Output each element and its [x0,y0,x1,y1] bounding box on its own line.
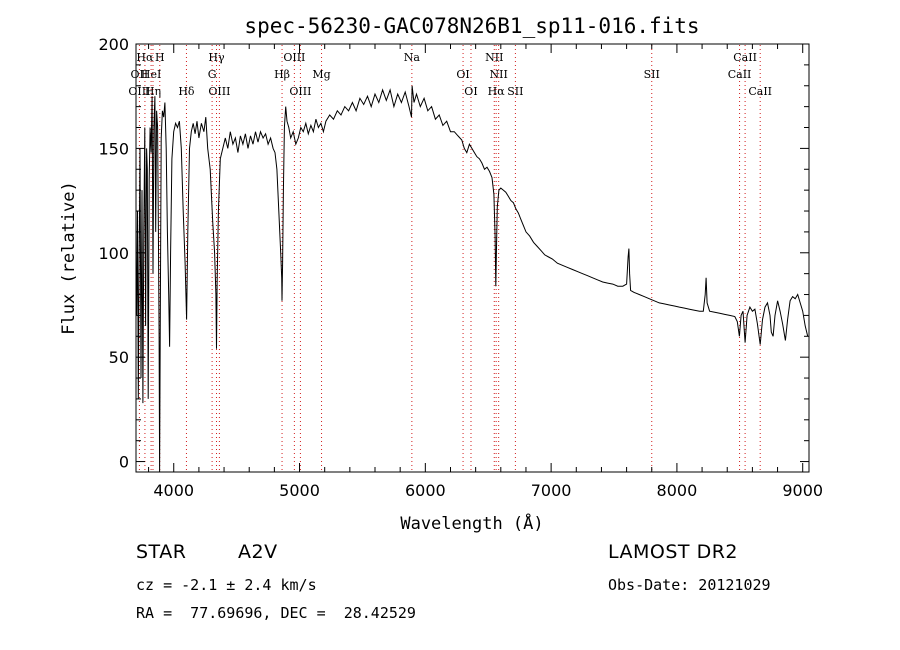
plot-frame [135,43,810,473]
line-marker-label: Hγ [208,51,225,64]
redshift-value: cz = -2.1 ± 2.4 km/s [136,576,317,594]
survey-name: LAMOST DR2 [608,541,738,563]
y-tick-label: 50 [109,348,129,367]
y-tick-label: 0 [119,453,129,472]
line-marker-label: CaII [748,85,772,98]
y-tick-label: 200 [98,35,129,54]
line-marker-label: OIII [283,51,305,64]
x-tick-label: 4000 [153,481,194,500]
line-marker-label: CaII [733,51,757,64]
line-marker-label: OIII [208,85,230,98]
chart-title: spec-56230-GAC078N26B1_sp11-016.fits [244,14,699,38]
line-marker-label: NII [490,68,508,81]
line-marker-label: OIII [289,85,311,98]
x-tick-label: 5000 [279,481,320,500]
x-tick-label: 6000 [405,481,446,500]
line-markers [138,45,761,471]
line-marker-label: OII [131,68,149,81]
line-marker-label: OI [464,85,477,98]
x-tick-label: 9000 [782,481,823,500]
line-marker-label: OIII [128,85,150,98]
line-marker-label: CaII [728,68,752,81]
coordinates: RA = 77.69696, DEC = 28.42529 [136,604,416,622]
line-marker-label: Mg [312,68,330,81]
obs-date: Obs-Date: 20121029 [608,576,771,594]
line-marker-label: SII [644,68,660,81]
x-axis-label: Wavelength (Å) [400,512,543,534]
line-marker-label: Hβ [274,68,290,81]
line-marker-label: HeI [141,68,161,81]
axis-ticks: 4000 5000 6000 7000 8000 9000 0 50 100 150 200 [98,35,823,500]
line-marker-label: Hα [488,85,506,98]
object-class: STAR [136,541,187,563]
x-tick-label: 7000 [531,481,572,500]
object-subclass: A2V [238,541,278,563]
spectrum-line [136,85,809,473]
line-marker-label: Hδ [178,85,195,98]
line-marker-label: SII [507,85,523,98]
line-marker-label: Na [404,51,421,64]
line-marker-label: Hη [145,85,161,98]
line-marker-label: NII [485,51,503,64]
line-marker-label: Hα [136,51,154,64]
y-axis-label: Flux (relative) [59,181,79,335]
line-marker-label: H [155,51,165,64]
line-marker-label: OI [456,68,469,81]
x-tick-label: 8000 [657,481,698,500]
y-tick-label: 100 [98,244,129,263]
line-marker-label: G [208,68,217,81]
y-tick-label: 150 [98,139,129,158]
